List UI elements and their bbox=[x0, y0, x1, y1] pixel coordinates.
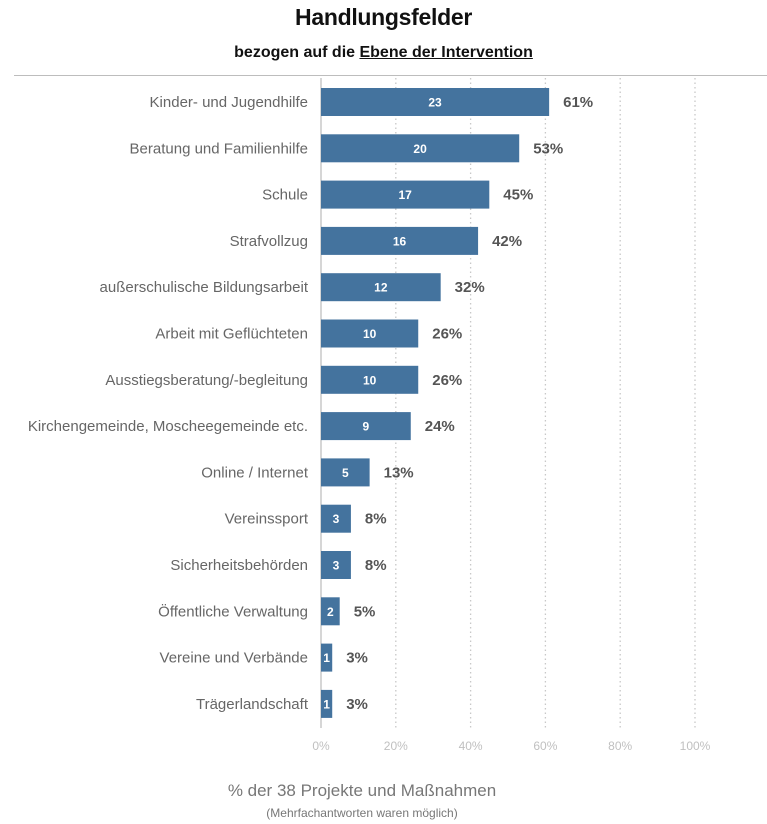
percent-label: 8% bbox=[365, 511, 387, 528]
bar bbox=[321, 134, 520, 163]
percent-label: 8% bbox=[365, 557, 387, 574]
chart-title: Handlungsfelder bbox=[295, 4, 472, 30]
bar bbox=[321, 643, 333, 672]
bar-count-label: 3 bbox=[333, 559, 340, 573]
bar-count-label: 10 bbox=[363, 327, 377, 341]
category-label: Vereine und Verbände bbox=[160, 650, 308, 667]
bar bbox=[321, 365, 419, 394]
category-label: Beratung und Familienhilfe bbox=[130, 140, 308, 157]
percent-label: 45% bbox=[503, 187, 533, 204]
bar bbox=[321, 458, 370, 487]
percent-label: 26% bbox=[432, 326, 462, 343]
bar-count-label: 3 bbox=[333, 512, 340, 526]
x-tick-label: 40% bbox=[459, 739, 483, 753]
percent-label: 32% bbox=[455, 279, 485, 296]
x-tick-label: 20% bbox=[384, 739, 408, 753]
category-label: Ausstiegsberatung/-begleitung bbox=[105, 372, 308, 389]
percent-label: 61% bbox=[563, 94, 593, 111]
bar bbox=[321, 319, 419, 348]
bar bbox=[321, 226, 479, 255]
x-axis-label: % der 38 Projekte und Maßnahmen bbox=[227, 781, 497, 800]
bar-count-label: 20 bbox=[413, 142, 427, 156]
bar-count-label: 1 bbox=[323, 651, 330, 665]
bar bbox=[321, 551, 351, 579]
bar bbox=[321, 597, 340, 626]
bar-count-label: 16 bbox=[393, 234, 407, 248]
percent-label: 13% bbox=[384, 464, 414, 481]
bar bbox=[321, 180, 490, 209]
bar bbox=[321, 412, 411, 441]
category-label: Strafvollzug bbox=[230, 233, 308, 250]
category-label: Trägerlandschaft bbox=[196, 696, 309, 713]
subtitle-prefix: bezogen auf die bbox=[234, 44, 360, 61]
bar-count-label: 2 bbox=[327, 605, 334, 619]
bar bbox=[321, 88, 550, 116]
percent-label: 5% bbox=[354, 603, 376, 620]
percent-label: 26% bbox=[432, 372, 462, 389]
x-tick-label: 0% bbox=[312, 739, 330, 753]
percent-label: 3% bbox=[346, 696, 368, 713]
x-tick-label: 60% bbox=[533, 739, 557, 753]
title-divider bbox=[14, 75, 767, 76]
bar-count-label: 10 bbox=[363, 373, 377, 387]
x-tick-label: 80% bbox=[608, 739, 632, 753]
x-axis-note: (Mehrfachantworten waren möglich) bbox=[266, 806, 458, 820]
bar bbox=[321, 504, 351, 533]
bar-count-label: 1 bbox=[323, 697, 330, 711]
bar-count-label: 12 bbox=[374, 281, 388, 295]
category-label: Vereinssport bbox=[225, 511, 309, 528]
bar bbox=[321, 689, 333, 718]
chart-subtitle: bezogen auf die Ebene der Intervention bbox=[0, 44, 767, 62]
x-tick-label: 100% bbox=[680, 739, 711, 753]
category-label: Kinder- und Jugendhilfe bbox=[150, 94, 308, 111]
bar-count-label: 5 bbox=[342, 466, 349, 480]
category-label: außerschulische Bildungsarbeit bbox=[100, 279, 309, 296]
category-label: Arbeit mit Geflüchteten bbox=[155, 326, 308, 343]
category-label: Online / Internet bbox=[201, 464, 309, 481]
bar-count-label: 9 bbox=[363, 420, 370, 434]
subtitle-emphasis: Ebene der Intervention bbox=[359, 44, 533, 61]
category-label: Kirchengemeinde, Moscheegemeinde etc. bbox=[28, 418, 308, 435]
bar-count-label: 17 bbox=[398, 188, 412, 202]
percent-label: 24% bbox=[425, 418, 455, 435]
category-label: Sicherheitsbehörden bbox=[170, 557, 308, 574]
category-label: Schule bbox=[262, 187, 308, 204]
bar-count-label: 23 bbox=[428, 96, 442, 110]
bar bbox=[321, 273, 441, 302]
percent-label: 53% bbox=[533, 140, 563, 157]
percent-label: 3% bbox=[346, 650, 368, 667]
percent-label: 42% bbox=[492, 233, 522, 250]
category-label: Öffentliche Verwaltung bbox=[158, 602, 308, 620]
